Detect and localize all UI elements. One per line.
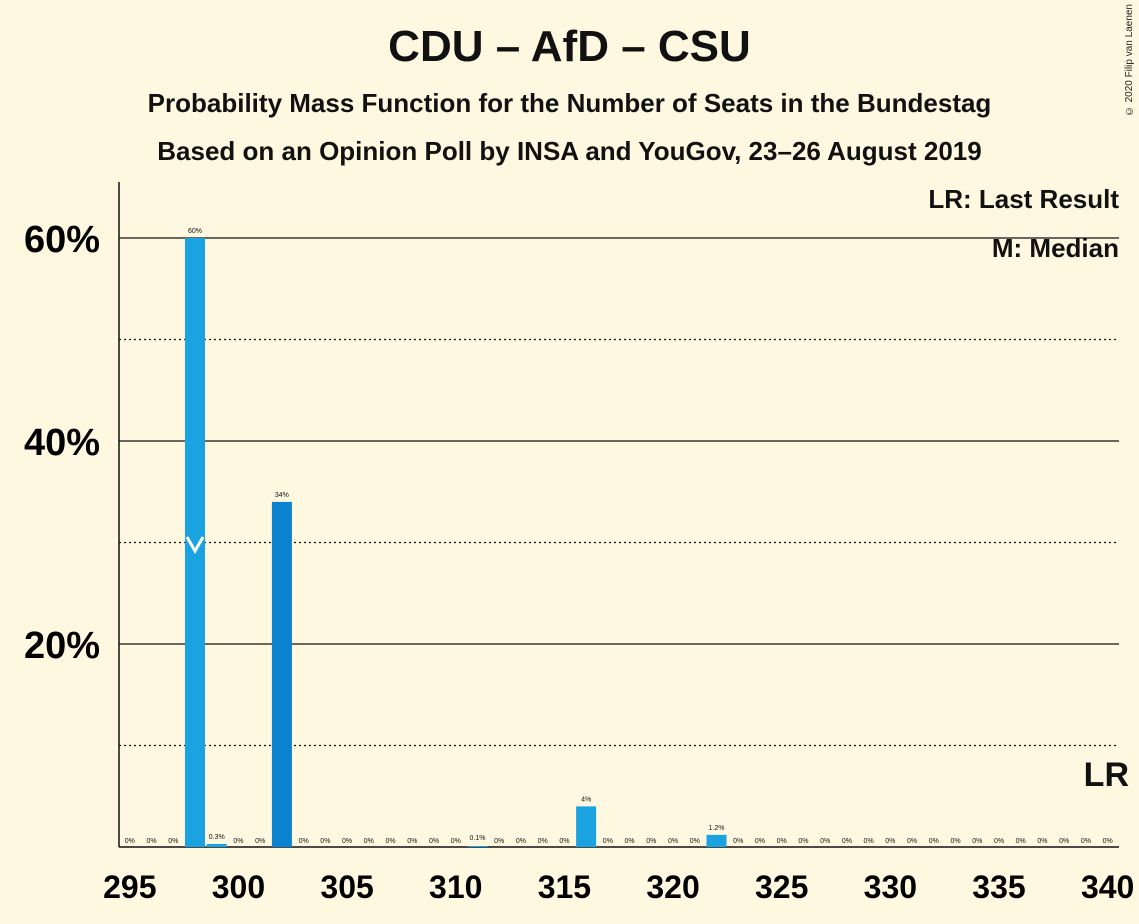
x-tick-label: 330 xyxy=(864,869,917,905)
bar-value-label: 0% xyxy=(625,838,635,845)
median-marker xyxy=(185,536,205,555)
x-tick-label: 325 xyxy=(755,869,808,905)
chart-title: CDU – AfD – CSU xyxy=(388,22,751,71)
bar xyxy=(576,806,597,847)
legend-last-result: LR: Last Result xyxy=(928,184,1119,214)
bar-value-label: 0% xyxy=(798,838,808,845)
bar-value-label: 0% xyxy=(929,838,939,845)
bar-value-label: 0% xyxy=(538,838,548,845)
bar-value-label: 0% xyxy=(885,838,895,845)
bar-value-label: 0% xyxy=(603,838,613,845)
bar-value-label: 0% xyxy=(777,838,787,845)
bar-value-label: 0% xyxy=(320,838,330,845)
bar-value-label: 0% xyxy=(407,838,417,845)
bar-value-label: 0.3% xyxy=(209,834,225,841)
bar xyxy=(206,843,227,847)
bar-value-label: 4% xyxy=(581,796,591,803)
bar-value-label: 0% xyxy=(820,838,830,845)
bar-value-label: 0% xyxy=(1103,838,1113,845)
bar xyxy=(706,834,727,847)
x-tick-label: 295 xyxy=(103,869,156,905)
bar-value-label: 0% xyxy=(972,838,982,845)
x-tick-label: 300 xyxy=(212,869,265,905)
bar-value-label: 0% xyxy=(299,838,309,845)
bar-value-label: 0% xyxy=(1059,838,1069,845)
x-tick-label: 335 xyxy=(972,869,1025,905)
chart-subtitle-source: Based on an Opinion Poll by INSA and You… xyxy=(157,136,982,166)
bar xyxy=(467,845,488,847)
bar-value-label: 0% xyxy=(516,838,526,845)
bar-value-label: 0% xyxy=(842,838,852,845)
y-tick-label: 60% xyxy=(24,219,100,261)
bar-value-label: 60% xyxy=(188,228,202,235)
bar-value-label: 0% xyxy=(255,838,265,845)
bar-value-label: 0% xyxy=(364,838,374,845)
bar-value-label: 0% xyxy=(146,838,156,845)
bar-value-label: 0% xyxy=(690,838,700,845)
bar-value-label: 0% xyxy=(168,838,178,845)
x-tick-label: 320 xyxy=(646,869,699,905)
bar-value-label: 0.1% xyxy=(469,835,485,842)
bar-value-label: 0% xyxy=(125,838,135,845)
bar-value-label: 34% xyxy=(275,492,289,499)
bar-value-label: 0% xyxy=(1081,838,1091,845)
bar-value-label: 0% xyxy=(429,838,439,845)
bar xyxy=(271,501,292,847)
bar-value-label: 0% xyxy=(864,838,874,845)
bar-value-label: 0% xyxy=(1016,838,1026,845)
bar-value-label: 0% xyxy=(494,838,504,845)
bar-value-label: 1.2% xyxy=(709,825,725,832)
x-tick-label: 310 xyxy=(429,869,482,905)
bar-value-label: 0% xyxy=(733,838,743,845)
bar-value-label: 0% xyxy=(994,838,1004,845)
x-tick-label: 315 xyxy=(538,869,591,905)
last-result-marker: LR xyxy=(1083,756,1129,794)
bar xyxy=(184,238,205,847)
bar-value-label: 0% xyxy=(950,838,960,845)
bar-value-label: 0% xyxy=(385,838,395,845)
bar-value-label: 0% xyxy=(907,838,917,845)
bar-value-label: 0% xyxy=(233,838,243,845)
bar-value-label: 0% xyxy=(755,838,765,845)
bar-value-label: 0% xyxy=(668,838,678,845)
chart-subtitle: Probability Mass Function for the Number… xyxy=(147,88,992,118)
bar-value-label: 0% xyxy=(646,838,656,845)
x-tick-label: 340 xyxy=(1081,869,1134,905)
bar-value-label: 0% xyxy=(559,838,569,845)
x-tick-label: 305 xyxy=(320,869,373,905)
bar-value-label: 0% xyxy=(1037,838,1047,845)
bar-value-label: 0% xyxy=(342,838,352,845)
bar-value-label: 0% xyxy=(451,838,461,845)
y-tick-label: 40% xyxy=(24,422,100,464)
y-tick-label: 20% xyxy=(24,625,100,667)
